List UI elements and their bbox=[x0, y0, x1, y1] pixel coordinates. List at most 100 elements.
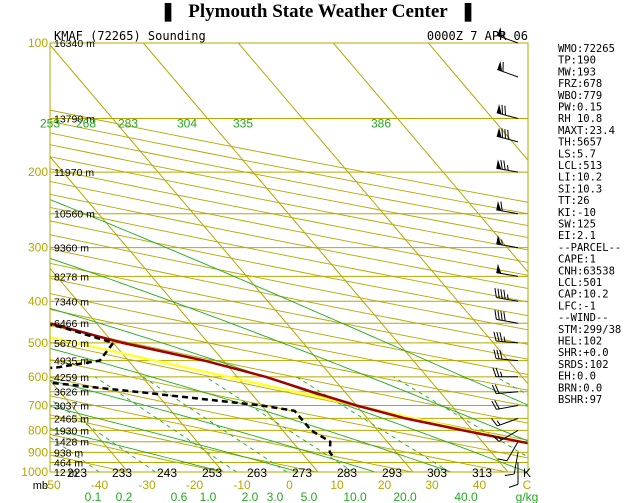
index-line: RH 10.8 bbox=[558, 113, 602, 125]
index-line: MW:193 bbox=[558, 66, 596, 78]
dry-adiabat-line bbox=[50, 144, 528, 239]
barb-staff bbox=[497, 69, 519, 78]
index-line: LCL:513 bbox=[558, 160, 602, 172]
height-label: 10560 m bbox=[54, 209, 95, 221]
wind-barb bbox=[508, 462, 519, 488]
index-line: TP:190 bbox=[558, 55, 596, 67]
barb-flag bbox=[497, 458, 508, 462]
barb-half-flag bbox=[507, 165, 509, 171]
barb-flag bbox=[500, 310, 503, 321]
pressure-label: 100 bbox=[28, 36, 48, 50]
mb-unit-label: mb bbox=[33, 480, 48, 492]
dry-adiabat-line bbox=[50, 376, 507, 472]
time-label: 0000Z 7 APR 06 bbox=[427, 29, 528, 43]
index-line: LFC:-1 bbox=[558, 300, 596, 312]
wind-barb bbox=[493, 349, 519, 362]
dry-adiabat-line bbox=[50, 262, 528, 360]
barb-half-flag bbox=[500, 371, 503, 377]
kelvin-tick-label: 223 bbox=[67, 466, 87, 480]
barb-half-flag bbox=[497, 435, 502, 441]
height-label: 1930 m bbox=[54, 425, 89, 437]
kelvin-tick-label: K bbox=[523, 466, 531, 480]
wind-barb bbox=[494, 288, 519, 302]
dry-adiabat-line bbox=[50, 308, 528, 407]
index-line: CAPE:1 bbox=[558, 254, 596, 266]
mixing-ratio-label: 1.0 bbox=[200, 490, 217, 503]
height-label: 4935 m bbox=[54, 356, 89, 368]
dry-adiabat-line bbox=[50, 248, 528, 345]
celsius-tick-label: -20 bbox=[186, 478, 204, 492]
barb-flag bbox=[497, 310, 500, 320]
barb-flag bbox=[501, 128, 504, 138]
wind-barb bbox=[491, 384, 519, 395]
barb-staff bbox=[496, 167, 519, 173]
barb-staff bbox=[496, 209, 519, 215]
barb-staff bbox=[496, 318, 519, 324]
dry-adiabat-line bbox=[50, 206, 528, 303]
index-line: CAP:10.2 bbox=[558, 289, 609, 301]
barb-half-flag bbox=[496, 420, 501, 426]
barb-flag bbox=[504, 129, 506, 139]
mixing-ratio-label: 0.6 bbox=[171, 490, 188, 503]
barb-flag bbox=[497, 288, 500, 299]
mixing-ratio-label: 2.0 bbox=[242, 490, 259, 503]
barb-flag bbox=[507, 129, 509, 140]
index-line: TH:5657 bbox=[558, 137, 602, 149]
pressure-label: 800 bbox=[28, 423, 48, 437]
mixing-ratio-label: 10.0 bbox=[343, 490, 367, 503]
moist-adiabat-line bbox=[50, 257, 528, 442]
kelvin-tick-label: 233 bbox=[112, 466, 132, 480]
barb-staff bbox=[496, 296, 519, 302]
wind-barb bbox=[491, 400, 519, 410]
pressure-label: 1000 bbox=[21, 465, 48, 479]
celsius-tick-label: -10 bbox=[233, 478, 251, 492]
barb-flag bbox=[494, 288, 497, 298]
dry-adiabat-line bbox=[50, 168, 528, 263]
mixing-ratio-line bbox=[50, 436, 100, 472]
barb-staff bbox=[496, 340, 519, 344]
kelvin-tick-label: 313 bbox=[472, 466, 492, 480]
kelvin-tick-label: 263 bbox=[247, 466, 267, 480]
title-group: ❚ Plymouth State Weather Center ❚ bbox=[160, 1, 475, 22]
barb-flag bbox=[494, 400, 500, 410]
barb-flag bbox=[495, 367, 500, 377]
height-label: 2465 m bbox=[54, 413, 89, 425]
barb-flag bbox=[494, 384, 500, 394]
isotherm-line bbox=[50, 44, 414, 472]
wind-barb bbox=[496, 263, 519, 277]
barb-pennant bbox=[496, 263, 502, 274]
index-line: TT:26 bbox=[558, 195, 590, 207]
temperature-line bbox=[50, 322, 528, 445]
plot-frame bbox=[49, 42, 529, 473]
celsius-tick-label: 30 bbox=[425, 478, 439, 492]
moist-adiabat-line bbox=[50, 199, 528, 406]
barb-staff bbox=[498, 429, 519, 442]
moist-adiabat-line bbox=[50, 347, 452, 472]
wind-barb bbox=[497, 27, 519, 44]
index-line: HEL:102 bbox=[558, 336, 602, 348]
barb-pennant bbox=[496, 104, 502, 115]
dry-adiabat-line bbox=[50, 220, 528, 317]
barb-pennant bbox=[496, 127, 502, 138]
isotherm-line bbox=[332, 43, 528, 273]
theta-label: 283 bbox=[118, 117, 138, 131]
index-line: --PARCEL-- bbox=[558, 242, 621, 254]
barb-half-flag bbox=[507, 294, 509, 300]
wind-barb bbox=[491, 429, 519, 442]
dry-adiabat-line bbox=[50, 395, 412, 472]
wind-barb bbox=[504, 452, 519, 476]
index-line: LCL:501 bbox=[558, 277, 602, 289]
index-line: BSHR:97 bbox=[558, 394, 602, 406]
isotherm-line bbox=[50, 155, 319, 472]
barb-half-flag bbox=[501, 239, 503, 245]
barb-flag bbox=[503, 311, 506, 322]
indices-panel: WMO:72265TP:190MW:193FRZ:678WBO:779PW:0.… bbox=[558, 43, 621, 406]
barb-staff bbox=[496, 358, 519, 362]
dry-adiabat-line bbox=[50, 109, 528, 203]
isotherm-line bbox=[50, 267, 224, 472]
kelvin-tick-label: 283 bbox=[337, 466, 357, 480]
barb-staff bbox=[513, 452, 519, 475]
barb-staff bbox=[496, 391, 519, 395]
height-label: 9360 m bbox=[54, 243, 89, 255]
